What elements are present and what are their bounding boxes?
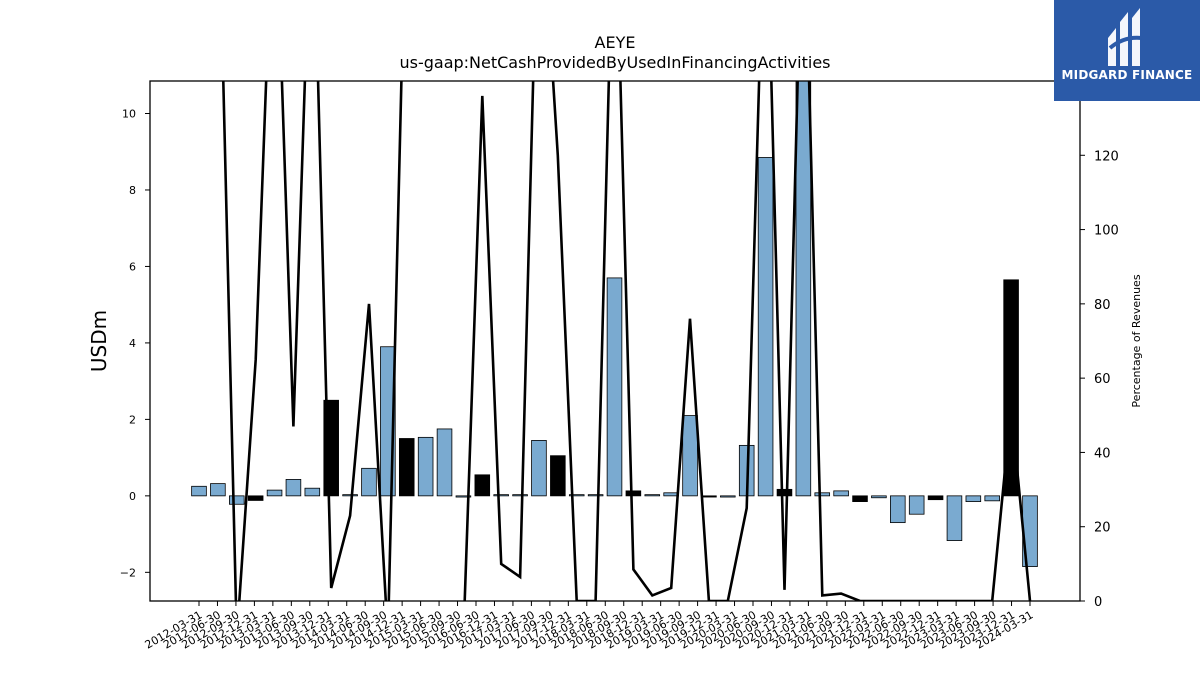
bar-2022-06-30 [965, 495, 982, 502]
bar-2015-12-31 [474, 474, 491, 497]
y-tick-label-right: 40 [1094, 446, 1111, 461]
bar-2013-09-30 [304, 487, 321, 497]
bar-2018-06-30 [663, 492, 679, 497]
y-tick-label-right: 120 [1094, 149, 1119, 164]
bar-2017-06-30 [587, 494, 604, 497]
y-axis-right: 0 20 40 60 80 100 120 [1080, 149, 1119, 610]
y-tick-label-left: 4 [129, 337, 136, 350]
y-tick-label-left: 0 [129, 490, 136, 503]
bar-2019-03-31 [720, 495, 736, 498]
bar-2014-12-31 [398, 438, 415, 497]
y-axis-label-right: Percentage of Revenues [1130, 274, 1143, 407]
bar-2017-03-31 [568, 494, 585, 497]
bar-2015-06-30 [436, 428, 453, 497]
y-tick-label-left: 2 [129, 413, 136, 426]
bar-2014-06-30 [361, 467, 377, 497]
bar-2022-03-31 [946, 495, 963, 541]
bar-2017-12-31 [625, 490, 642, 497]
bar-2021-12-31 [927, 495, 944, 501]
bar-2016-03-31 [493, 494, 509, 497]
chart-subtitle: us-gaap:NetCashProvidedByUsedInFinancing… [399, 53, 830, 72]
bar-2020-12-31 [852, 495, 868, 502]
bar-2020-03-31 [795, 80, 812, 497]
y-tick-label-right: 100 [1094, 224, 1119, 239]
bar-2012-12-31 [247, 495, 264, 501]
bar-2013-06-30 [285, 479, 302, 497]
y-tick-label-left: 6 [129, 260, 136, 273]
bar-2012-03-31 [191, 485, 207, 497]
bar-2021-09-30 [908, 495, 925, 515]
bar-2016-12-31 [550, 455, 566, 497]
logo-text: MIDGARD FINANCE [1061, 68, 1193, 82]
bar-2021-03-31 [871, 495, 887, 499]
midgard-finance-logo: MIDGARD FINANCE [1054, 0, 1200, 101]
x-axis: 2012-03-312012-06-302012-09-302012-12-31… [143, 601, 1036, 652]
y-tick-label-right: 0 [1094, 595, 1102, 610]
bar-2012-09-30 [229, 495, 245, 505]
line-layer [222, 81, 1032, 601]
chart-title: AEYE [595, 33, 636, 52]
bar-2019-09-30 [757, 157, 774, 497]
revenue-percentage-line [222, 81, 1032, 601]
bar-2015-09-30 [455, 495, 472, 498]
bar-2019-12-31 [776, 488, 793, 497]
y-tick-label-left: 8 [129, 184, 136, 197]
bar-2014-03-31 [342, 494, 358, 497]
y-tick-label-right: 80 [1094, 298, 1111, 313]
bar-2016-06-30 [512, 494, 528, 497]
y-axis-left: −2 0 2 4 6 8 10 [120, 108, 150, 579]
bar-2016-09-30 [531, 440, 547, 497]
bar-2020-09-30 [833, 490, 849, 497]
midgard-logo-icon [1108, 8, 1143, 66]
plot-frame [149, 80, 1081, 602]
y-tick-label-left: 10 [122, 108, 136, 121]
y-tick-label-right: 20 [1094, 521, 1111, 536]
y-tick-label-right: 60 [1094, 372, 1111, 387]
bar-2013-03-31 [266, 489, 283, 497]
bar-2015-03-31 [417, 436, 434, 497]
bar-2017-09-30 [606, 277, 623, 497]
y-axis-label-left: USDm [87, 310, 111, 372]
bar-2022-09-30 [984, 495, 1000, 502]
bar-2018-03-31 [644, 494, 661, 497]
bar-2018-09-30 [682, 415, 698, 497]
bar-2021-06-30 [890, 495, 906, 524]
y-tick-label-left: −2 [120, 566, 136, 579]
bars-layer [191, 80, 1038, 567]
bar-2020-06-30 [814, 492, 831, 497]
bar-2012-06-30 [210, 483, 226, 497]
bar-2018-12-31 [701, 495, 717, 498]
